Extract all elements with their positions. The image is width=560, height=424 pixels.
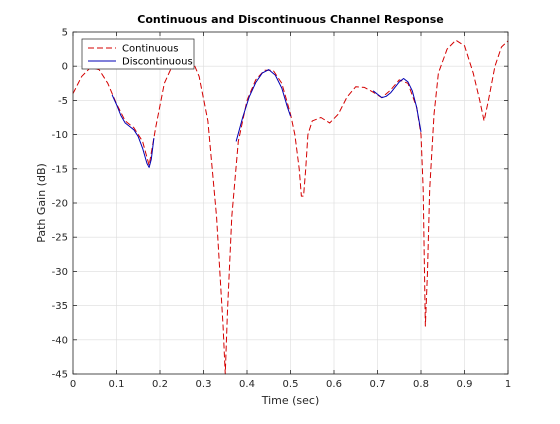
x-tick-label: 0.8 [413,379,429,390]
y-tick-label: -30 [52,267,68,278]
y-tick-label: -20 [52,199,68,210]
x-tick-label: 0.7 [370,379,386,390]
ticks: 0 0.1 0.2 0.3 0.4 0.5 0.6 0.7 0.8 0.9 1 5 0 -5 -10 -15 -… [52,28,512,391]
y-tick-label: -35 [52,301,68,312]
x-tick-label: 0.6 [326,379,342,390]
legend-label-discontinuous: Discontinuous [122,57,193,68]
legend-label-continuous: Continuous [122,44,178,55]
y-tick-label: 0 [62,62,68,73]
y-tick-label: -10 [52,130,68,141]
y-tick-label: -15 [52,164,68,175]
series-line-discontinuous [235,69,291,142]
legend-box [81,38,195,70]
x-tick-label: 0.1 [109,379,125,390]
series-line-discontinuous [111,94,155,168]
y-axis-label: Path Gain (dB) [35,163,48,243]
y-tick-label: -5 [58,96,68,107]
y-tick-label: -40 [52,335,68,346]
chart-title: Continuous and Discontinuous Channel Res… [137,13,444,26]
x-tick-label: 0 [70,379,76,390]
x-tick-label: 0.2 [152,379,168,390]
series-line-continuous [72,39,509,375]
series-layer [72,39,509,375]
x-axis-label: Time (sec) [261,394,320,407]
x-tick-label: 0.3 [196,379,212,390]
x-tick-label: 0.9 [457,379,473,390]
x-tick-label: 1 [505,379,511,390]
x-tick-label: 0.5 [283,379,299,390]
y-tick-label: -45 [52,370,68,381]
y-tick-label: 5 [62,28,68,39]
y-tick-label: -25 [52,233,68,244]
legend: Continuous Discontinuous [81,38,195,70]
x-tick-label: 0.4 [239,379,255,390]
series-line-discontinuous [372,78,422,132]
